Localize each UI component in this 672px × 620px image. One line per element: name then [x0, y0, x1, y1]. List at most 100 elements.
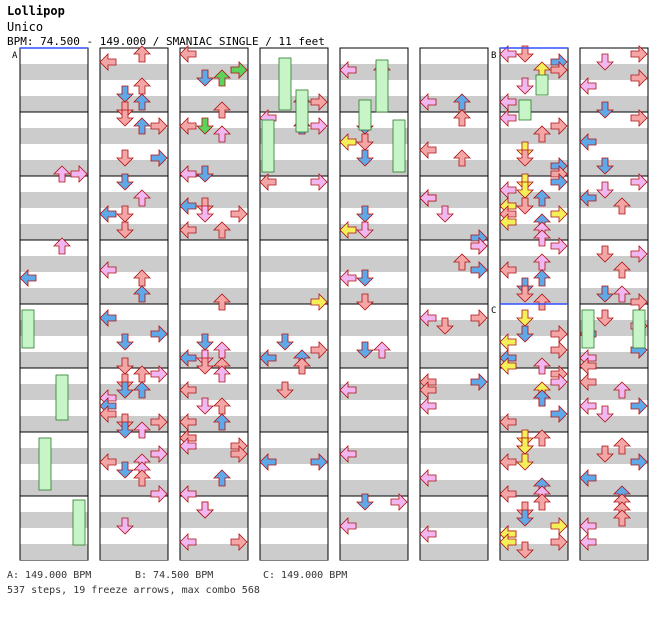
step-arrow [116, 421, 134, 439]
step-arrow [516, 197, 534, 215]
step-arrow [550, 373, 568, 391]
step-arrow [579, 189, 597, 207]
step-arrow [550, 117, 568, 135]
step-arrow [150, 325, 168, 343]
bpm-legend-b: B: 74.500 BPM [135, 570, 214, 581]
step-arrow [133, 285, 151, 303]
step-arrow [533, 269, 551, 287]
bpm-change-mark-a: A [12, 51, 18, 61]
step-arrow [499, 413, 517, 431]
beat-stripe [340, 288, 408, 304]
step-arrow [179, 117, 197, 135]
step-arrow [630, 293, 648, 311]
step-arrow [499, 45, 517, 63]
beat-stripe [500, 480, 568, 496]
beat-stripe [500, 224, 568, 240]
beat-stripe [260, 352, 328, 368]
step-arrow [550, 405, 568, 423]
beat-stripe [500, 192, 568, 208]
step-arrow [179, 533, 197, 551]
step-arrow [419, 469, 437, 487]
beat-stripe [100, 160, 168, 176]
step-arrow [116, 221, 134, 239]
step-arrow [579, 397, 597, 415]
beat-stripe [100, 192, 168, 208]
step-arrow [196, 333, 214, 351]
step-arrow [259, 453, 277, 471]
step-arrow [630, 453, 648, 471]
beat-stripe [180, 320, 248, 336]
beat-stripe [260, 64, 328, 80]
freeze-arrow [358, 99, 372, 131]
freeze-arrow [581, 309, 595, 349]
beat-stripe [260, 384, 328, 400]
bpm-change-mark-b: B [491, 51, 496, 61]
beat-stripe [260, 256, 328, 272]
bpm-legend-c: C: 149.000 BPM [263, 570, 348, 581]
beat-stripe [580, 544, 648, 560]
step-arrow [276, 333, 294, 351]
beat-stripe [100, 352, 168, 368]
beat-stripe [20, 480, 88, 496]
beat-stripe [260, 128, 328, 144]
step-arrow [499, 485, 517, 503]
step-arrow [356, 293, 374, 311]
beat-stripe [180, 384, 248, 400]
step-arrow [99, 205, 117, 223]
beat-stripe [580, 128, 648, 144]
step-arrow [310, 117, 328, 135]
step-arrow [276, 381, 294, 399]
beat-stripe [580, 96, 648, 112]
step-arrow [613, 261, 631, 279]
beat-stripe [580, 160, 648, 176]
step-arrow [116, 381, 134, 399]
beat-stripe [420, 64, 488, 80]
beat-stripe [500, 544, 568, 560]
beat-stripe [180, 416, 248, 432]
step-arrow [373, 341, 391, 359]
freeze-arrow [518, 99, 532, 121]
freeze-arrow [55, 374, 69, 421]
beat-stripe [340, 416, 408, 432]
step-arrow [419, 525, 437, 543]
beat-stripe [260, 192, 328, 208]
step-arrow [550, 341, 568, 359]
beat-stripe [340, 512, 408, 528]
step-arrow [53, 237, 71, 255]
step-arrow [499, 109, 517, 127]
beat-stripe [260, 544, 328, 560]
beat-stripe [420, 320, 488, 336]
step-arrow [630, 397, 648, 415]
step-arrow [550, 533, 568, 551]
beat-stripe [420, 544, 488, 560]
step-arrow [310, 293, 328, 311]
beat-stripe [20, 320, 88, 336]
step-arrow [419, 397, 437, 415]
beat-stripe [20, 128, 88, 144]
step-arrow [179, 165, 197, 183]
beat-stripe [100, 256, 168, 272]
beat-stripe [420, 288, 488, 304]
step-arrow [310, 341, 328, 359]
step-arrow [550, 325, 568, 343]
step-arrow [116, 517, 134, 535]
step-arrow [339, 61, 357, 79]
step-arrow [470, 261, 488, 279]
beat-stripe [420, 512, 488, 528]
beat-stripe [580, 224, 648, 240]
step-arrow [516, 45, 534, 63]
step-arrow [436, 317, 454, 335]
step-arrow [213, 101, 231, 119]
bpm-legend: A: 149.000 BPM B: 74.500 BPM C: 149.000 … [7, 570, 667, 584]
step-arrow [356, 269, 374, 287]
step-arrow [419, 189, 437, 207]
beat-stripe [100, 128, 168, 144]
step-arrow [419, 309, 437, 327]
step-arrow [196, 117, 214, 135]
step-arrow [630, 245, 648, 263]
step-chart: A B C [12, 45, 649, 561]
beat-stripe [260, 416, 328, 432]
beat-stripe [180, 128, 248, 144]
step-arrow [550, 517, 568, 535]
freeze-arrow [261, 119, 275, 173]
